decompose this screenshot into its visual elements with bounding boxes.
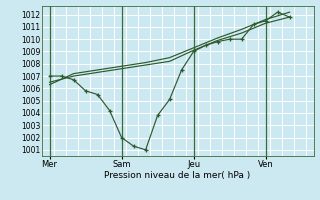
X-axis label: Pression niveau de la mer( hPa ): Pression niveau de la mer( hPa ) (104, 171, 251, 180)
